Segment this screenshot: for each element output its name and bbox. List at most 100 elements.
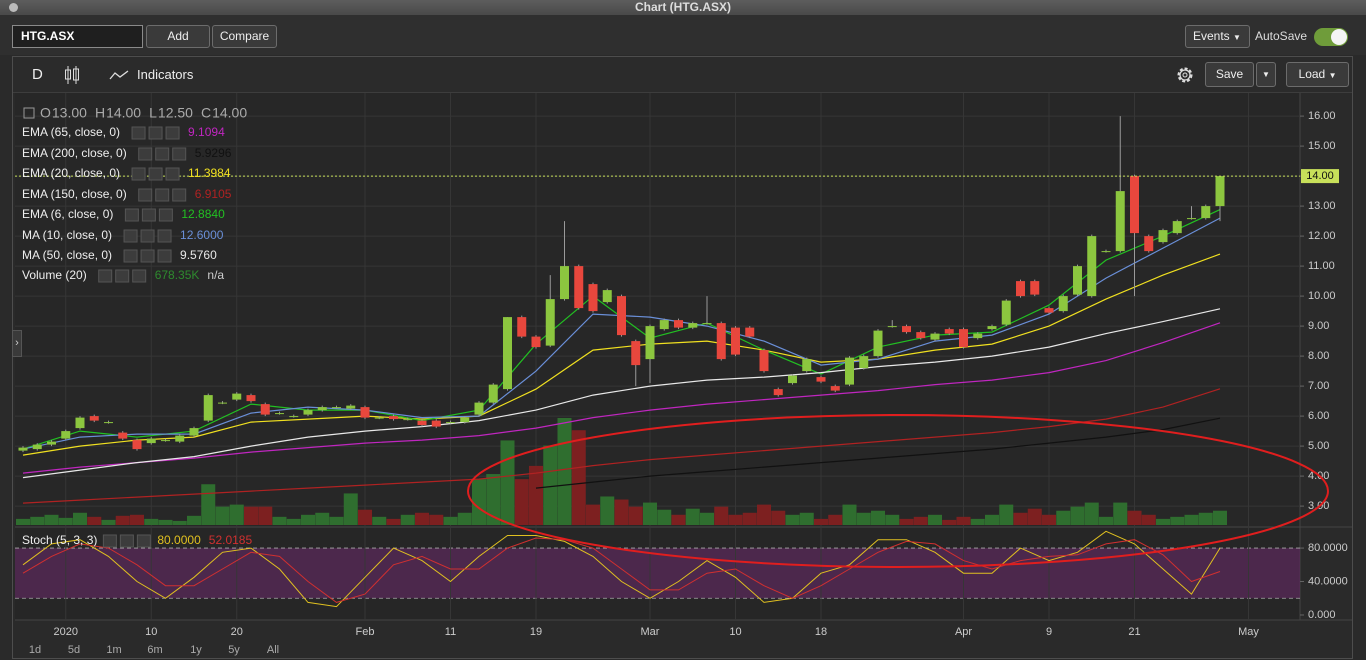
volume-bar <box>258 506 273 525</box>
volume-bar <box>970 518 985 525</box>
settings-icon[interactable] <box>1174 64 1196 86</box>
volume-bar <box>101 519 116 525</box>
candle-body <box>317 407 327 411</box>
candle-body <box>859 356 869 369</box>
annotation-ellipse <box>467 414 1329 568</box>
candle-body <box>731 327 740 355</box>
add-button[interactable]: Add <box>146 25 210 48</box>
candle-body <box>1115 191 1125 252</box>
x-tick-label: 11 <box>445 626 456 638</box>
y-tick-label: 16.00 <box>1308 110 1336 122</box>
range-button[interactable]: 1m <box>106 644 122 656</box>
legend-icon <box>102 534 117 548</box>
range-button[interactable]: 1d <box>28 644 42 656</box>
x-tick-label: 10 <box>729 626 741 638</box>
chart-container <box>12 56 1353 659</box>
candle-body <box>32 444 42 450</box>
volume-bar <box>999 504 1014 525</box>
candle-body <box>1016 281 1025 297</box>
volume-bar <box>571 430 586 525</box>
window-dot[interactable] <box>9 3 18 12</box>
events-button[interactable]: Events ▼ <box>1185 25 1250 48</box>
volume-bar <box>1184 514 1199 525</box>
volume-bar <box>956 516 971 525</box>
volume-bar <box>1141 514 1156 525</box>
range-button[interactable]: 1y <box>190 644 202 656</box>
candle-body <box>631 341 641 366</box>
candle-body <box>132 440 142 450</box>
legend-readout: 9.5760 <box>180 248 217 262</box>
candle-body <box>374 417 384 419</box>
ohlc-key: L <box>149 105 157 121</box>
indicators-button[interactable]: Indicators <box>137 67 194 82</box>
candle-body <box>1187 218 1196 220</box>
candle-body <box>118 432 128 439</box>
legend-name: EMA (150, close, 0) <box>22 187 127 201</box>
compare-button[interactable]: Compare <box>212 25 277 48</box>
candle-body <box>1001 300 1011 325</box>
candle-body <box>702 323 712 325</box>
x-tick-label: 18 <box>815 626 827 638</box>
volume-bar <box>913 516 928 525</box>
range-button[interactable]: 5y <box>228 644 240 656</box>
candle-body <box>517 317 527 337</box>
volume-bar <box>814 518 828 525</box>
y-tick-label: 11.00 <box>1308 260 1335 272</box>
candle-body <box>688 323 698 328</box>
x-tick-label: 10 <box>145 626 157 638</box>
legend-icon <box>123 229 138 243</box>
legend-readout: 11.3984 <box>188 166 231 180</box>
volume-bar <box>315 512 330 525</box>
legend-icon <box>141 208 156 222</box>
legend-icon <box>155 147 170 161</box>
y-tick-label: 40.0000 <box>1308 575 1348 587</box>
y-tick-label: 13.00 <box>1308 200 1336 212</box>
volume-bar <box>343 493 358 525</box>
volume-bar <box>785 514 800 525</box>
load-button[interactable]: Load ▼ <box>1286 62 1349 87</box>
indicators-icon[interactable] <box>109 69 129 81</box>
candle-body <box>488 384 498 403</box>
volume-bar <box>1127 510 1142 525</box>
range-button[interactable]: 5d <box>67 644 81 656</box>
autosave-toggle[interactable] <box>1314 28 1348 46</box>
volume-bar <box>73 512 87 525</box>
volume-bar <box>1113 502 1128 525</box>
volume-bar <box>842 504 857 525</box>
volume-bar <box>172 520 187 525</box>
candle-body <box>303 410 313 415</box>
candle-body <box>788 375 797 384</box>
legend-icon <box>132 269 147 283</box>
symbol-input[interactable]: HTG.ASX <box>12 25 143 48</box>
volume-bar <box>871 510 885 525</box>
volume-bar <box>87 516 102 525</box>
volume-bar <box>771 510 786 525</box>
volume-bar <box>714 506 729 525</box>
volume-bar <box>58 517 73 525</box>
range-button[interactable]: 6m <box>147 644 163 656</box>
candle-body <box>503 317 512 390</box>
events-label: Events <box>1193 29 1230 43</box>
volume-bar <box>514 479 529 525</box>
side-panel-tab[interactable]: › <box>12 330 22 357</box>
legend-name: MA (50, close, 0) <box>22 248 112 262</box>
period-button[interactable]: D <box>32 66 43 83</box>
volume-bar <box>16 518 30 525</box>
candle-body <box>930 333 940 340</box>
save-menu-button[interactable]: ▼ <box>1256 62 1276 87</box>
candle-body <box>161 440 170 442</box>
legend-readout: 52.0185 <box>209 533 253 547</box>
range-button[interactable]: All <box>266 644 280 656</box>
volume-bar <box>130 514 144 525</box>
legend-icon <box>157 229 172 243</box>
chart-style-icon[interactable] <box>64 65 80 85</box>
save-button[interactable]: Save <box>1205 62 1254 87</box>
volume-bar <box>1170 516 1185 525</box>
legend-toggle <box>23 107 35 119</box>
volume-bar <box>1070 506 1085 525</box>
volume-bar <box>472 479 486 525</box>
candle-body <box>1030 281 1040 295</box>
candle-body <box>346 405 356 409</box>
volume-bar <box>457 512 472 525</box>
